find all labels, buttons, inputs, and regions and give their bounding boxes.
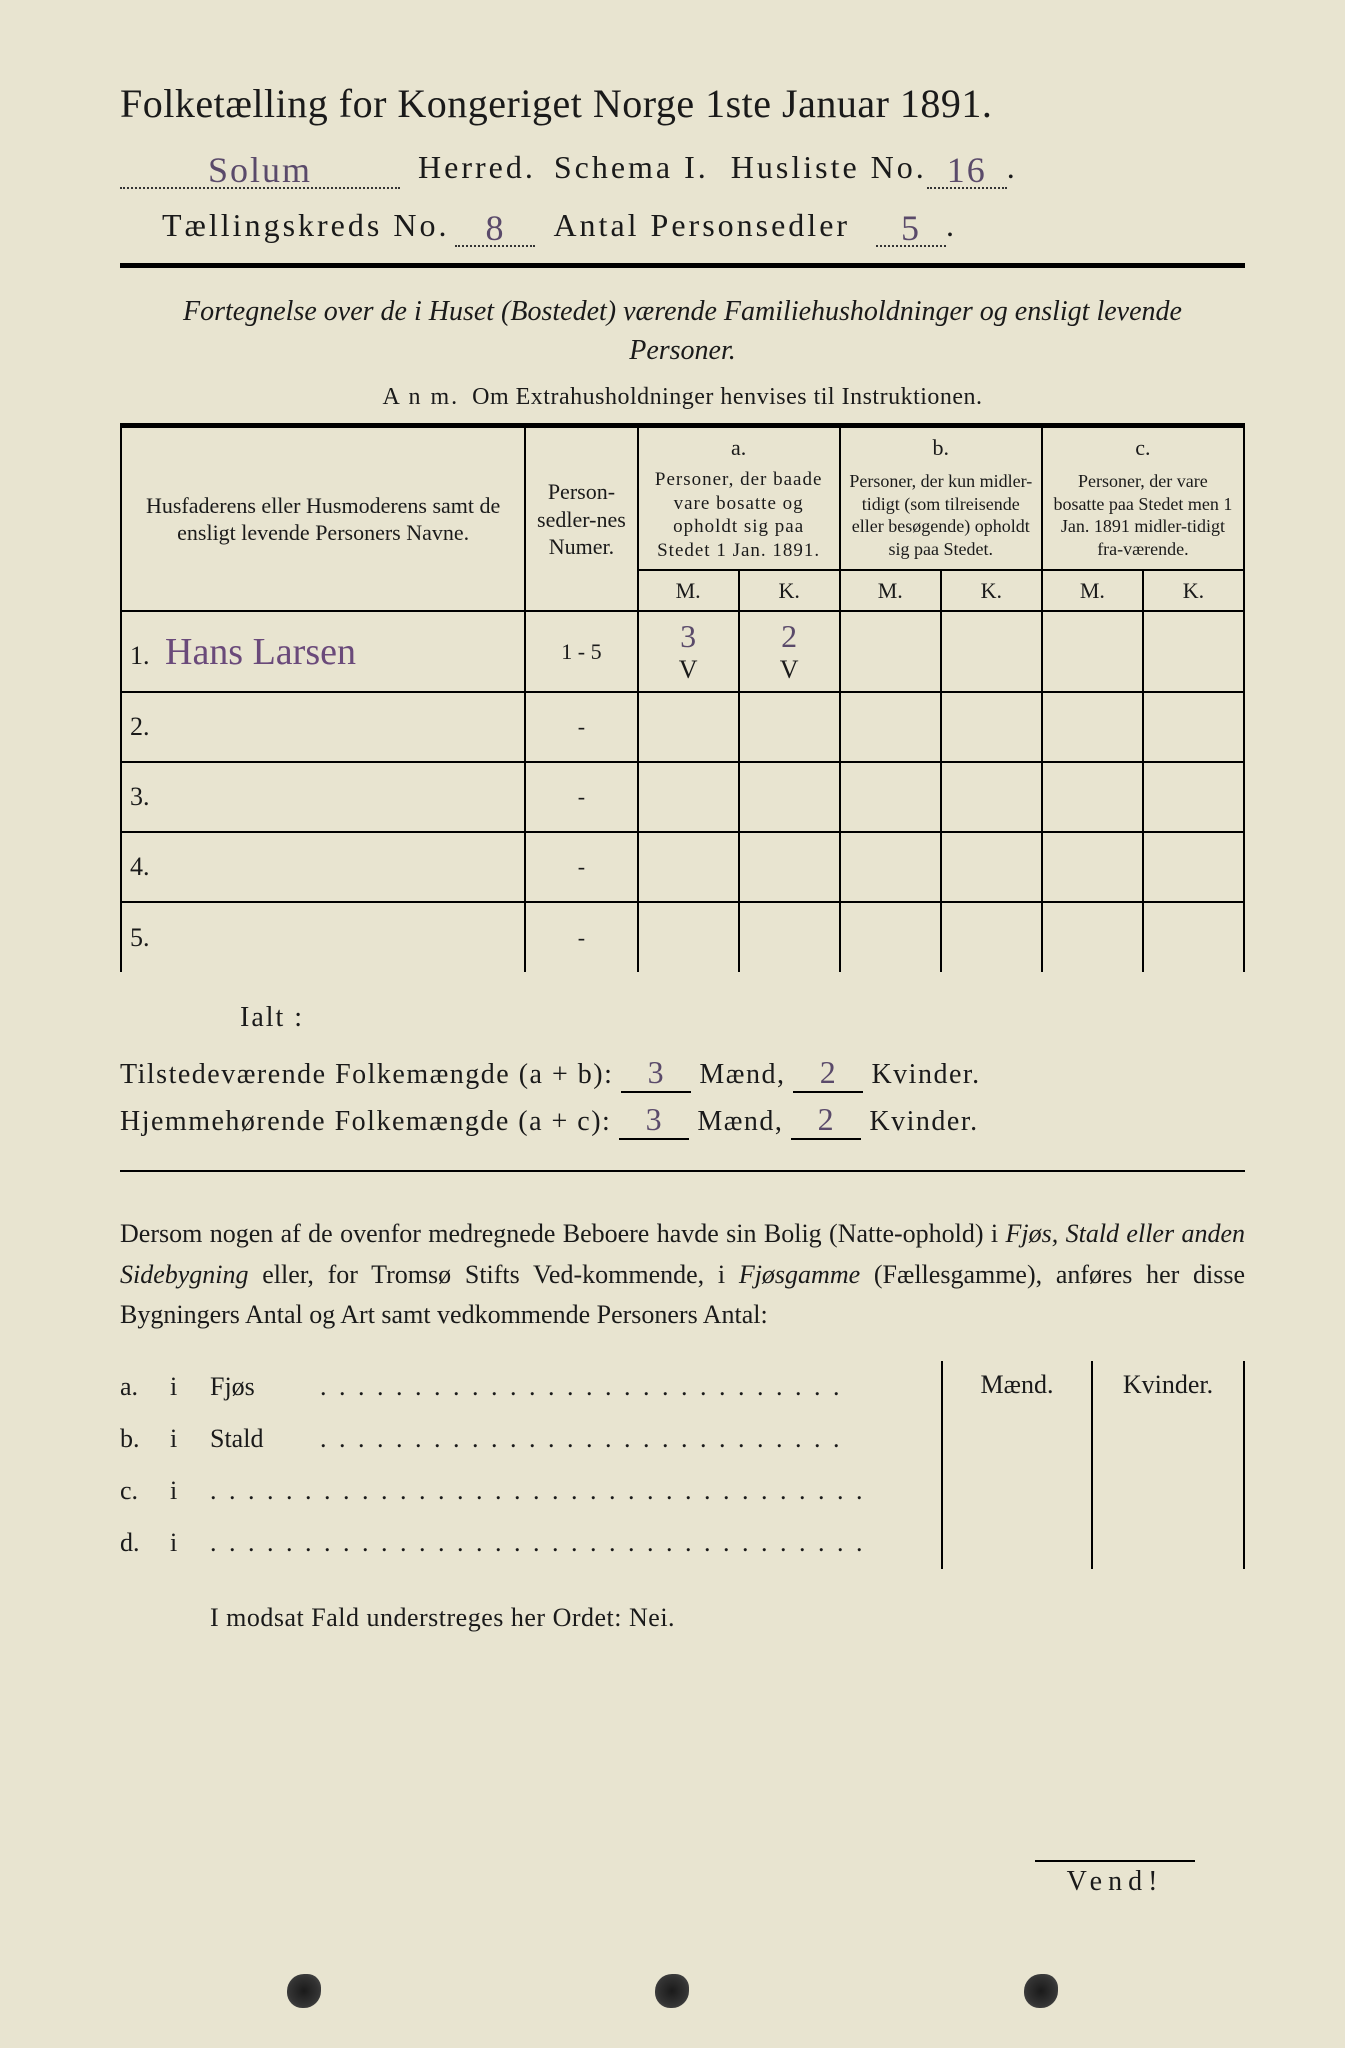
table-row: 5. -: [121, 902, 1244, 972]
table-row: 2. -: [121, 692, 1244, 762]
col-c-k: K.: [1143, 570, 1244, 612]
kreds-label: Tællingskreds No.: [162, 207, 449, 244]
page-title: Folketælling for Kongeriget Norge 1ste J…: [120, 80, 1245, 127]
col-c-m: M.: [1042, 570, 1143, 612]
vend-label: Vend!: [1035, 1860, 1195, 1898]
row-num: 2.: [130, 712, 160, 741]
row-pnum: -: [525, 902, 637, 972]
header-line-3: Tællingskreds No. 8 Antal Personsedler 5…: [162, 203, 1245, 247]
cell: [1042, 611, 1143, 692]
hole-icon: [1024, 1974, 1058, 2008]
anm-note: A n m. Anm. Om Extrahusholdninger henvis…: [120, 384, 1245, 411]
row-pnum: -: [525, 832, 637, 902]
col-c-desc: Personer, der vare bosatte paa Stedet me…: [1042, 462, 1244, 570]
hole-icon: [287, 1974, 321, 2008]
table-row: 1. Hans Larsen 1 - 5 3V 2V: [121, 611, 1244, 692]
row-num: 5.: [130, 923, 160, 952]
col-header-num: Person-sedler-nes Numer.: [525, 426, 637, 612]
schema-label: Schema I.: [554, 149, 709, 186]
divider: [120, 1170, 1245, 1172]
side-table: a.iFjøs. . . . . . . . . . . . . . . . .…: [120, 1361, 1245, 1569]
cell: [1143, 611, 1244, 692]
cell: 3V: [638, 611, 739, 692]
main-table: Husfaderens eller Husmoderens samt de en…: [120, 423, 1245, 972]
row-num: 3.: [130, 782, 160, 811]
totals-line-1: Tilstedeværende Folkemængde (a + b): 3 M…: [120, 1054, 1245, 1093]
totals-line-2: Hjemmehørende Folkemængde (a + c): 3 Mæn…: [120, 1101, 1245, 1140]
col-a-desc: Personer, der baade vare bosatte og opho…: [638, 462, 840, 570]
paragraph: Dersom nogen af de ovenfor medregnede Be…: [120, 1214, 1245, 1335]
divider: [120, 263, 1245, 268]
table-row: 3. -: [121, 762, 1244, 832]
ialt-label: Ialt :: [240, 1002, 1245, 1034]
row-num: 4.: [130, 852, 160, 881]
antal-value: 5: [901, 208, 921, 248]
husliste-value: 16: [947, 150, 987, 190]
col-b-m: M.: [840, 570, 941, 612]
antal-label: Antal Personsedler: [553, 207, 850, 244]
subtitle: Fortegnelse over de i Huset (Bostedet) v…: [160, 292, 1205, 370]
row-pnum: 1 - 5: [525, 611, 637, 692]
row-pnum: -: [525, 762, 637, 832]
side-row: c.i. . . . . . . . . . . . . . . . . . .…: [120, 1465, 941, 1517]
nei-line: I modsat Fald understreges her Ordet: Ne…: [210, 1603, 1245, 1633]
side-col-maend: Mænd.: [943, 1361, 1093, 1569]
col-b-label: b.: [840, 426, 1042, 462]
side-row: d.i. . . . . . . . . . . . . . . . . . .…: [120, 1517, 941, 1569]
col-c-label: c.: [1042, 426, 1244, 462]
kreds-value: 8: [485, 208, 505, 248]
header-line-2: Solum Herred. Schema I. Husliste No. 16 …: [120, 145, 1245, 189]
row-pnum: -: [525, 692, 637, 762]
total-ab-m: 3: [648, 1054, 666, 1090]
total-ac-m: 3: [646, 1101, 664, 1137]
col-a-k: K.: [739, 570, 840, 612]
side-col-kvinder: Kvinder.: [1093, 1361, 1243, 1569]
col-a-m: M.: [638, 570, 739, 612]
husliste-label: Husliste No.: [731, 149, 927, 186]
cell: [840, 611, 941, 692]
total-ab-k: 2: [820, 1054, 838, 1090]
hole-icon: [655, 1974, 689, 2008]
row-num: 1.: [130, 641, 160, 670]
col-b-desc: Personer, der kun midler-tidigt (som til…: [840, 462, 1042, 570]
col-header-name: Husfaderens eller Husmoderens samt de en…: [121, 426, 525, 612]
row-name: Hans Larsen: [165, 631, 356, 673]
herred-label: Herred.: [418, 149, 536, 186]
binding-holes: [0, 1974, 1345, 2008]
cell: 2V: [739, 611, 840, 692]
side-row: a.iFjøs. . . . . . . . . . . . . . . . .…: [120, 1361, 941, 1413]
total-ac-k: 2: [818, 1101, 836, 1137]
col-a-label: a.: [638, 426, 840, 462]
cell: [941, 611, 1042, 692]
col-b-k: K.: [941, 570, 1042, 612]
side-row: b.iStald. . . . . . . . . . . . . . . . …: [120, 1413, 941, 1465]
herred-value: Solum: [208, 150, 312, 190]
table-row: 4. -: [121, 832, 1244, 902]
